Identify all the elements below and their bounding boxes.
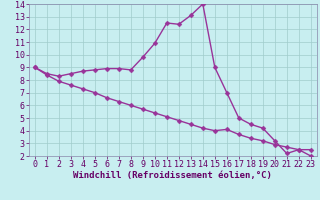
X-axis label: Windchill (Refroidissement éolien,°C): Windchill (Refroidissement éolien,°C) — [73, 171, 272, 180]
